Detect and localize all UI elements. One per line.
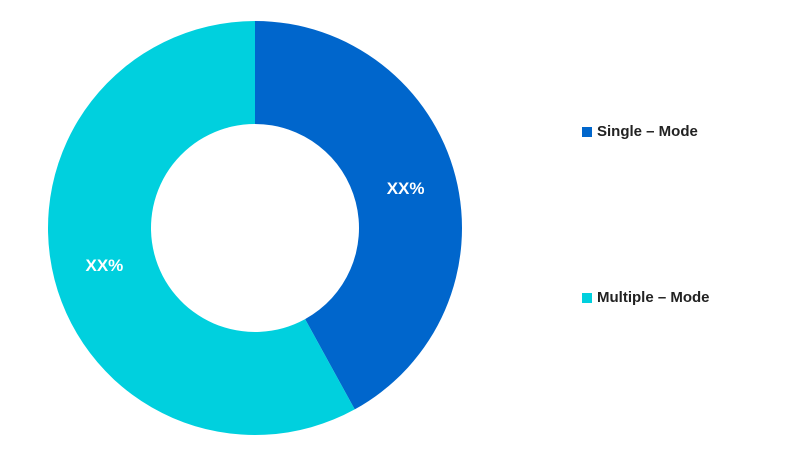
donut-segment — [47, 21, 355, 435]
legend-label: Single – Mode — [597, 123, 698, 140]
legend-swatch — [582, 293, 592, 303]
legend-swatch — [582, 127, 592, 137]
legend-label: Multiple – Mode — [597, 289, 710, 306]
value-label: XX% — [387, 179, 425, 198]
value-label: XX% — [85, 256, 123, 275]
donut-segment — [255, 21, 463, 410]
